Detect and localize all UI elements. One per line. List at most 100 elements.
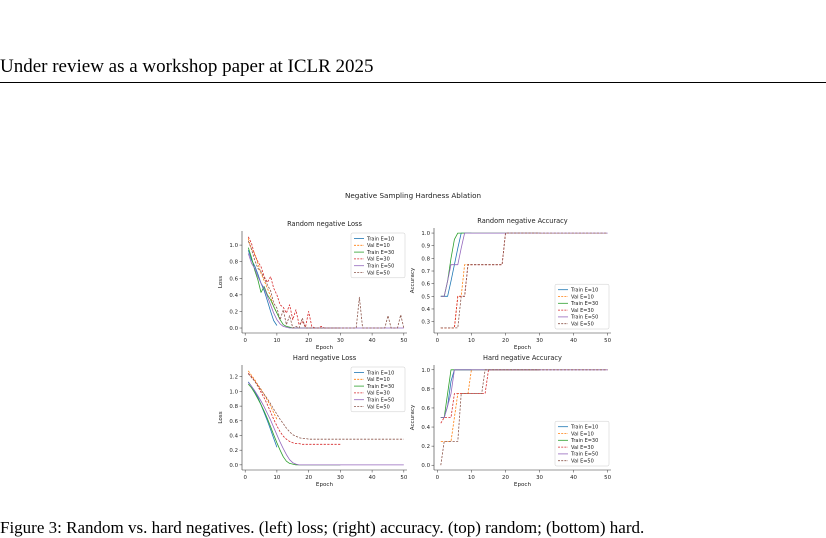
x-tick-label: 30: [337, 475, 344, 481]
y-axis-label: Loss: [218, 411, 224, 423]
y-tick-label: 0.8: [229, 404, 238, 410]
legend-label: Val E=10: [367, 243, 390, 249]
chart-panel-2: Random negative Accuracy 0 10 20 30 40 50 0.3 0.…: [410, 217, 612, 351]
y-axis-label: Loss: [218, 276, 224, 288]
legend-label: Val E=50: [367, 404, 390, 410]
x-tick-label: 30: [337, 338, 344, 344]
running-header: Under review as a workshop paper at ICLR…: [0, 56, 374, 77]
x-tick-label: 50: [400, 338, 407, 344]
x-tick-label: 50: [604, 338, 611, 344]
x-axis-label: Epoch: [514, 345, 532, 351]
legend-frame: [554, 283, 610, 330]
chart-title: Random negative Loss: [287, 220, 362, 228]
x-tick-label: 30: [536, 475, 543, 481]
x-tick-label: 20: [502, 338, 509, 344]
series-line-4: [440, 232, 540, 329]
legend-label: Val E=50: [571, 459, 594, 465]
y-tick-label: 1.2: [229, 375, 238, 381]
y-axis-label: Accuracy: [410, 267, 416, 293]
x-tick-label: 0: [243, 338, 247, 344]
chart-panel-4: Hard negative Accuracy 0 10 20 30 40 50 0.0 0.2 0…: [410, 354, 612, 488]
legend-label: Train E=50: [570, 315, 598, 321]
legend-frame: [350, 232, 406, 279]
y-tick-label: 1.0: [229, 243, 238, 249]
series-line-5: [247, 382, 404, 466]
x-tick-label: 10: [468, 338, 475, 344]
x-tick-label: 40: [570, 475, 577, 481]
x-tick-label: 30: [536, 338, 543, 344]
x-tick-label: 40: [369, 338, 376, 344]
legend-label: Val E=10: [571, 431, 594, 437]
series-line-3: [247, 383, 341, 466]
x-tick-label: 10: [468, 475, 475, 481]
legend-label: Val E=30: [367, 257, 390, 263]
legend-label: Val E=10: [571, 294, 594, 300]
y-tick-label: 0.6: [421, 406, 430, 412]
legend-label: Val E=30: [367, 391, 390, 397]
legend-label: Train E=50: [570, 452, 598, 458]
y-tick-label: 0.7: [421, 269, 430, 275]
y-tick-label: 1.0: [421, 231, 430, 237]
y-tick-label: 0.0: [229, 326, 238, 332]
legend-label: Train E=30: [366, 250, 394, 256]
series-line-6: [440, 369, 608, 466]
y-tick-label: 0.3: [421, 320, 430, 326]
legend-label: Train E=10: [570, 288, 598, 294]
legend-label: Train E=50: [366, 264, 394, 270]
x-tick-label: 50: [604, 475, 611, 481]
x-tick-label: 50: [400, 475, 407, 481]
x-tick-label: 0: [436, 338, 440, 344]
x-tick-label: 20: [305, 475, 312, 481]
x-axis-label: Epoch: [514, 482, 532, 488]
x-tick-label: 0: [436, 475, 440, 481]
x-tick-label: 10: [273, 475, 280, 481]
series-line-4: [247, 236, 341, 329]
y-tick-label: 0.6: [229, 276, 238, 282]
series-line-4: [440, 369, 540, 424]
figure-suptitle: Negative Sampling Hardness Ablation: [345, 191, 481, 200]
x-tick-label: 10: [273, 338, 280, 344]
legend-label: Val E=30: [571, 308, 594, 314]
y-tick-label: 1.0: [229, 389, 238, 395]
legend-label: Val E=50: [571, 322, 594, 328]
y-tick-label: 0.4: [421, 425, 430, 431]
x-tick-label: 0: [243, 475, 247, 481]
legend-label: Train E=30: [366, 384, 394, 390]
chart-title: Random negative Accuracy: [477, 217, 568, 225]
y-tick-label: 0.8: [229, 260, 238, 266]
series-line-2: [440, 369, 472, 442]
series-line-6: [440, 232, 608, 329]
legend-label: Train E=30: [570, 301, 598, 307]
figure-caption: Figure 3: Random vs. hard negatives. (le…: [0, 518, 645, 537]
y-tick-label: 0.8: [421, 387, 430, 393]
y-tick-label: 0.0: [421, 463, 430, 469]
x-tick-label: 40: [369, 475, 376, 481]
y-tick-label: 0.8: [421, 256, 430, 262]
series-line-3: [247, 247, 341, 329]
header-rule: [0, 82, 826, 83]
y-tick-label: 0.4: [229, 293, 238, 299]
x-axis-label: Epoch: [316, 345, 334, 351]
y-tick-label: 0.6: [229, 419, 238, 425]
chart-panel-3: Hard negative Loss 0 10 20 30 40 50 0.0 0.2 0.4 0.…: [218, 354, 408, 488]
y-tick-label: 0.2: [229, 448, 238, 454]
y-tick-label: 0.2: [421, 444, 430, 450]
y-tick-label: 0.2: [229, 309, 238, 315]
x-tick-label: 20: [502, 475, 509, 481]
legend-label: Train E=10: [366, 370, 394, 376]
legend-label: Train E=10: [366, 236, 394, 242]
x-tick-label: 40: [570, 338, 577, 344]
legend-label: Val E=30: [571, 445, 594, 451]
series-line-6: [247, 240, 405, 329]
series-line-6: [247, 373, 404, 440]
legend-label: Val E=10: [367, 377, 390, 383]
legend-frame: [350, 366, 406, 413]
series-line-4: [248, 372, 341, 445]
legend-label: Train E=10: [570, 425, 598, 431]
y-tick-label: 0.4: [229, 433, 238, 439]
